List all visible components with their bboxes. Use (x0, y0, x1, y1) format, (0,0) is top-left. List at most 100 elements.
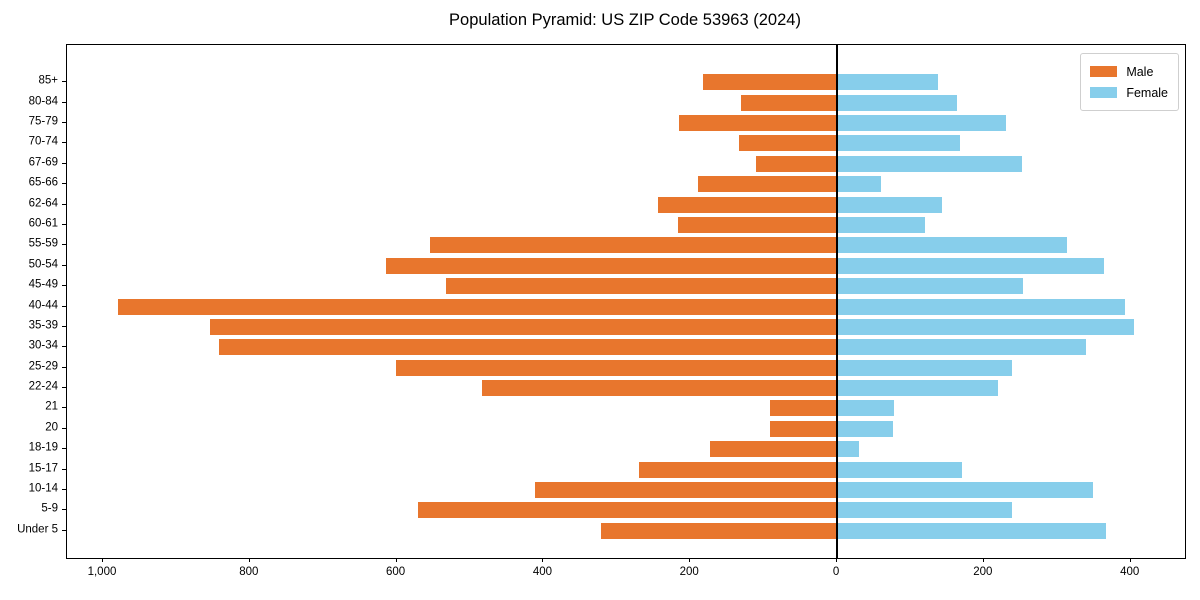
male-bar (395, 359, 838, 376)
y-axis-tick (62, 203, 66, 205)
y-axis-label: 55-59 (28, 237, 58, 250)
male-bar (710, 441, 838, 458)
female-bar (837, 298, 1125, 315)
y-axis-tick (62, 305, 66, 307)
x-axis-tick (101, 558, 103, 562)
female-bar (837, 441, 860, 458)
male-color-swatch (1090, 66, 1118, 77)
x-axis-tick-label: 1,000 (87, 566, 117, 578)
y-axis-tick (62, 489, 66, 491)
y-axis-tick (62, 162, 66, 164)
male-bar (535, 482, 838, 499)
y-axis-label: 18-19 (28, 441, 58, 454)
x-axis-tick-label: 200 (973, 566, 993, 578)
x-axis-tick (836, 558, 838, 562)
y-axis-tick (62, 183, 66, 185)
y-axis-label: 80-84 (28, 94, 58, 107)
x-axis-tick (542, 558, 544, 562)
male-bar (740, 94, 838, 111)
y-axis-tick (62, 142, 66, 144)
y-axis-label: 67-69 (28, 156, 58, 168)
y-axis-label: 30-34 (28, 339, 58, 352)
y-axis-tick (62, 121, 66, 123)
female-bar (837, 420, 893, 437)
plot-area: Male Female (66, 44, 1186, 559)
female-bar (837, 482, 1093, 499)
y-axis-label: 50-54 (28, 257, 58, 270)
male-bar (769, 400, 838, 417)
male-bar (657, 196, 838, 213)
y-axis-tick (62, 223, 66, 225)
male-bar (679, 114, 838, 131)
y-axis-tick (62, 509, 66, 511)
y-axis-label: Under 5 (17, 523, 58, 536)
female-bar (837, 94, 957, 111)
male-bar (117, 298, 838, 315)
y-axis-label: 65-66 (28, 176, 58, 189)
female-bar (837, 155, 1023, 172)
y-axis-tick (62, 529, 66, 531)
female-bar (837, 502, 1012, 519)
female-bar (837, 339, 1086, 356)
female-bar (837, 135, 960, 152)
female-bar (837, 318, 1135, 335)
y-axis-label: 22-24 (28, 380, 58, 393)
male-bar (385, 257, 838, 274)
y-axis-label: 85+ (38, 74, 58, 87)
x-axis-tick (1129, 558, 1131, 562)
legend-label-female: Female (1126, 85, 1168, 100)
y-axis-tick (62, 264, 66, 266)
y-axis-tick (62, 81, 66, 83)
y-axis-tick (62, 346, 66, 348)
y-axis-tick (62, 448, 66, 450)
y-axis-tick (62, 407, 66, 409)
y-axis-tick (62, 285, 66, 287)
legend-label-male: Male (1126, 64, 1154, 79)
y-axis-tick (62, 101, 66, 103)
y-axis-tick (62, 325, 66, 327)
y-axis-label: 20 (45, 421, 58, 434)
x-axis-tick-label: 600 (386, 566, 406, 578)
y-axis-label: 15-17 (28, 461, 58, 474)
female-bar (837, 380, 998, 397)
female-bar (837, 176, 882, 193)
y-axis-label: 70-74 (28, 135, 58, 148)
x-axis-tick-label: 0 (832, 566, 840, 578)
y-axis-label: 10-14 (28, 482, 58, 495)
male-bar (430, 237, 838, 254)
female-bar (837, 278, 1023, 295)
male-bar (739, 135, 838, 152)
male-bar (756, 155, 838, 172)
male-bar (601, 522, 838, 539)
y-axis-label: 35-39 (28, 319, 58, 332)
male-bar (218, 339, 838, 356)
female-bar (837, 237, 1067, 254)
zero-axis-line (836, 45, 839, 558)
y-axis-tick (62, 427, 66, 429)
x-axis-tick (395, 558, 397, 562)
chart-title: Population Pyramid: US ZIP Code 53963 (2… (449, 11, 801, 29)
male-bar (417, 502, 838, 519)
male-bar (697, 176, 838, 193)
y-axis-tick (62, 387, 66, 389)
y-axis-tick (62, 366, 66, 368)
legend: Male Female (1080, 53, 1179, 111)
female-bar (837, 74, 938, 91)
female-bar (837, 196, 943, 213)
female-color-swatch (1090, 87, 1118, 98)
y-axis-label: 25-29 (28, 359, 58, 372)
y-axis-label: 62-64 (28, 196, 58, 209)
x-axis-tick-label: 200 (679, 566, 699, 578)
female-bar (837, 359, 1013, 376)
female-bar (837, 114, 1006, 131)
x-axis-tick-label: 800 (239, 566, 259, 578)
y-axis-label: 60-61 (28, 217, 58, 230)
male-bar (481, 380, 838, 397)
male-bar (703, 74, 838, 91)
x-axis-tick-label: 400 (1120, 566, 1140, 578)
y-axis-label: 5-9 (41, 502, 58, 515)
y-axis-label: 75-79 (28, 115, 58, 128)
female-bar (837, 257, 1104, 274)
male-bar (770, 420, 838, 437)
x-axis-tick (689, 558, 691, 562)
